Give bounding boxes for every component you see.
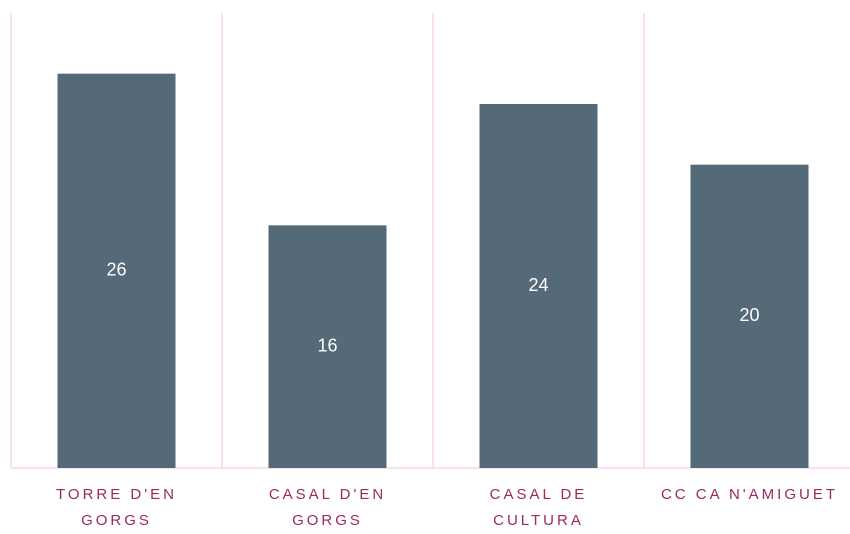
- category-label: CASAL DE CULTURA: [489, 486, 588, 529]
- bar: [268, 225, 387, 468]
- category-label: TORRE D'EN GORGS: [56, 486, 177, 529]
- data-label: 20: [739, 305, 759, 325]
- data-label: 24: [528, 275, 548, 295]
- bar: [690, 164, 809, 468]
- data-label: 26: [106, 260, 126, 280]
- bar: [479, 104, 598, 468]
- category-label: CASAL D'EN GORGS: [268, 486, 387, 529]
- data-label: 16: [317, 335, 337, 355]
- category-label: CC CA N'AMIGUET: [660, 486, 839, 503]
- bar: [57, 73, 176, 469]
